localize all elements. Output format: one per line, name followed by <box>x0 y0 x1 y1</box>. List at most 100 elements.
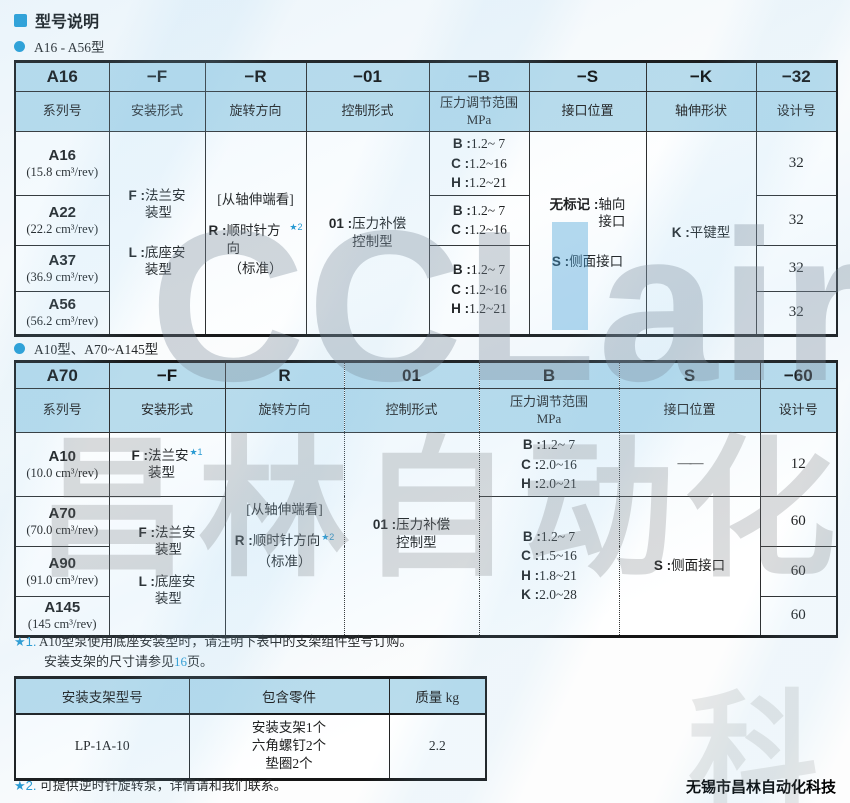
t1-design-a37: 32 <box>755 244 838 292</box>
section2-heading: A10型、A70~A145型 <box>14 338 158 358</box>
t2-label-rotation: 旋转方向 <box>224 388 344 433</box>
t2-code-control: 01 <box>343 361 479 389</box>
bracket-data-row: LP-1A-10 安装支架1个 六角螺钉2个 垫圈2个 2.2 <box>14 713 487 780</box>
t1-code-shaft: −K <box>645 61 757 92</box>
section1-title: A16 - A56型 <box>34 40 105 55</box>
page-title-text: 型号说明 <box>35 14 100 31</box>
t2-rotation-cell: [从轴伸端看] R : 顺时针方向 ★2 （标准） <box>224 432 344 637</box>
t2-label-row: 系列号 安装形式 旋转方向 控制形式 压力调节范围 MPa 接口位置 设计号 <box>14 388 838 433</box>
footnote-2: ★2. 可提供逆时针旋转泵，详情请和我们联系。 <box>14 776 287 796</box>
t2-label-series: 系列号 <box>14 388 110 433</box>
page-title: 型号说明 <box>14 8 99 32</box>
t2-port-rest: S : 侧面接口 <box>618 495 761 637</box>
bracket-header-row: 安装支架型号 包含零件 质量 kg <box>14 677 487 715</box>
t1-label-pressure: 压力调节范围 MPa <box>428 91 530 132</box>
t2-mount-a10: F : 法兰安 装型 ★1 <box>108 432 226 497</box>
bracket-model: LP-1A-10 <box>14 713 190 780</box>
t2-label-mount: 安装形式 <box>108 388 226 433</box>
t2-label-port: 接口位置 <box>618 388 761 433</box>
t1-code-design: −32 <box>755 61 838 92</box>
t1-code-pressure: −B <box>428 61 530 92</box>
t1-rotation-cell: [从轴伸端看] R : 顺时针方向 ★2 （标准） <box>204 131 307 336</box>
company-name: 无锡市昌林自动化科技 <box>685 779 836 796</box>
t2-label-pressure: 压力调节范围 MPa <box>478 388 619 433</box>
section1-heading: A16 - A56型 <box>14 36 105 56</box>
t1-shaft-cell: K : 平键型 <box>645 131 757 336</box>
bracket-header-model: 安装支架型号 <box>14 677 190 715</box>
t2-code-pressure: B <box>478 361 619 389</box>
footnote-1: ★1. A10型泵使用底座安装型时，请注明下表中的支架组件型号订购。 安装支架的… <box>14 632 412 672</box>
t1-row-a22: A22 (22.2 cm³/rev) B : 1.2~ 7 C : 1.2~16… <box>14 194 838 246</box>
t1-label-row: 系列号 安装形式 旋转方向 控制形式 压力调节范围 MPa 接口位置 轴伸形状 … <box>14 91 838 132</box>
t1-control-cell: 01 : 压力补偿 控制型 <box>305 131 430 336</box>
t2-mount-rest: F : 法兰安 装型 L : 底座安 装型 <box>108 495 226 637</box>
t1-label-control: 控制形式 <box>305 91 430 132</box>
footnote1-line2-pre: 安装支架的尺寸请参见 <box>44 654 175 670</box>
t1-code-rotation: −R <box>204 61 307 92</box>
t2-label-control: 控制形式 <box>343 388 479 433</box>
t2-label-design: 设计号 <box>759 388 838 433</box>
footnote1-line1: A10型泵使用底座安装型时，请注明下表中的支架组件型号订购。 <box>39 634 413 649</box>
t2-pressure-rest: B : 1.2~ 7 C : 1.5~16 H : 1.8~21 K : 2.0… <box>478 495 619 637</box>
t1-row-a56: A56 (56.2 cm³/rev) 32 <box>14 290 838 336</box>
t1-code-port: −S <box>528 61 647 92</box>
t2-row-a145: A145 (145 cm³/rev) 60 <box>14 595 838 637</box>
t2-design-a145: 60 <box>759 595 838 637</box>
t2-code-mount: −F <box>108 361 226 389</box>
t1-code-control: −01 <box>305 61 430 92</box>
series-cell-a70: A70 (70.0 cm³/rev) <box>14 495 110 547</box>
t1-row-a37: A37 (36.9 cm³/rev) B : 1.2~ 7 C : 1.2~16… <box>14 244 838 336</box>
t1-code-mount: −F <box>108 61 206 92</box>
t1-label-port: 接口位置 <box>528 91 647 132</box>
t2-code-series: A70 <box>14 361 110 389</box>
section2-title: A10型、A70~A145型 <box>34 342 159 357</box>
t2-design-a70: 60 <box>759 495 838 547</box>
series-cell-a37: A37 (36.9 cm³/rev) <box>14 244 110 292</box>
t1-pressure-a22: B : 1.2~ 7 C : 1.2~16 <box>428 194 530 246</box>
series-cell-a16: A16 (15.8 cm³/rev) <box>14 131 110 196</box>
footnote1-star: ★1. <box>14 634 37 649</box>
footnote2-star: ★2. <box>14 778 37 793</box>
series-cell-a145: A145 (145 cm³/rev) <box>14 595 110 637</box>
t1-row-a16: A16 (15.8 cm³/rev) F : 法兰安 装型 L : 底座安 装型… <box>14 131 838 336</box>
t1-label-design: 设计号 <box>755 91 838 132</box>
series-cell-a56: A56 (56.2 cm³/rev) <box>14 290 110 336</box>
t1-design-a16: 32 <box>755 131 838 196</box>
t1-label-series: 系列号 <box>14 91 110 132</box>
footnote1-line2-post: 页。 <box>187 654 214 670</box>
t1-mount-cell: F : 法兰安 装型 L : 底座安 装型 <box>108 131 206 336</box>
bracket-header-parts: 包含零件 <box>188 677 390 715</box>
t2-design-a90: 60 <box>759 545 838 597</box>
bracket-parts: 安装支架1个 六角螺钉2个 垫圈2个 <box>188 713 390 780</box>
bullet-icon <box>14 342 25 354</box>
t2-code-design: −60 <box>759 361 838 389</box>
table-a10-a145: A70 −F R 01 B S −60 系列号 安装形式 旋转方向 控制形式 压… <box>14 360 838 638</box>
t2-control-cell: 01 : 压力补偿 控制型 <box>343 432 479 637</box>
t2-code-port: S <box>618 361 761 389</box>
t1-code-row: A16 −F −R −01 −B −S −K −32 <box>14 61 838 92</box>
t1-code-series: A16 <box>14 61 110 92</box>
t1-design-a22: 32 <box>755 194 838 246</box>
bracket-table: 安装支架型号 包含零件 质量 kg LP-1A-10 安装支架1个 六角螺钉2个… <box>14 676 487 781</box>
t2-design-a10: 12 <box>759 432 838 497</box>
bullet-icon <box>14 40 25 52</box>
table-a16-a56: A16 −F −R −01 −B −S −K −32 系列号 安装形式 旋转方向… <box>14 60 838 337</box>
footnote-ref-2: ★2 <box>321 532 335 543</box>
section-square-icon <box>14 13 27 27</box>
page-16-link: 16 <box>174 654 188 670</box>
series-cell-a22: A22 (22.2 cm³/rev) <box>14 194 110 246</box>
bracket-mass: 2.2 <box>388 713 487 780</box>
footnote-ref-2: ★2 <box>289 222 303 233</box>
t2-code-row: A70 −F R 01 B S −60 <box>14 361 838 389</box>
footnote-ref-1: ★1 <box>189 446 203 457</box>
t1-pressure-a37-a56: B : 1.2~ 7 C : 1.2~16 H : 1.2~21 <box>428 244 530 336</box>
t1-label-rotation: 旋转方向 <box>204 91 307 132</box>
t2-port-a10: —— <box>618 432 761 497</box>
t2-row-a90: A90 (91.0 cm³/rev) 60 <box>14 545 838 597</box>
footnote2-text: 可提供逆时针旋转泵，详情请和我们联系。 <box>39 778 287 793</box>
t2-row-a70: A70 (70.0 cm³/rev) F : 法兰安 装型 L : 底座安 装型… <box>14 495 838 637</box>
t1-label-mount: 安装形式 <box>108 91 206 132</box>
t1-port-cell: 无标记 : 轴向 接口 S : 侧面接口 <box>528 131 647 336</box>
t2-code-rotation: R <box>224 361 344 389</box>
